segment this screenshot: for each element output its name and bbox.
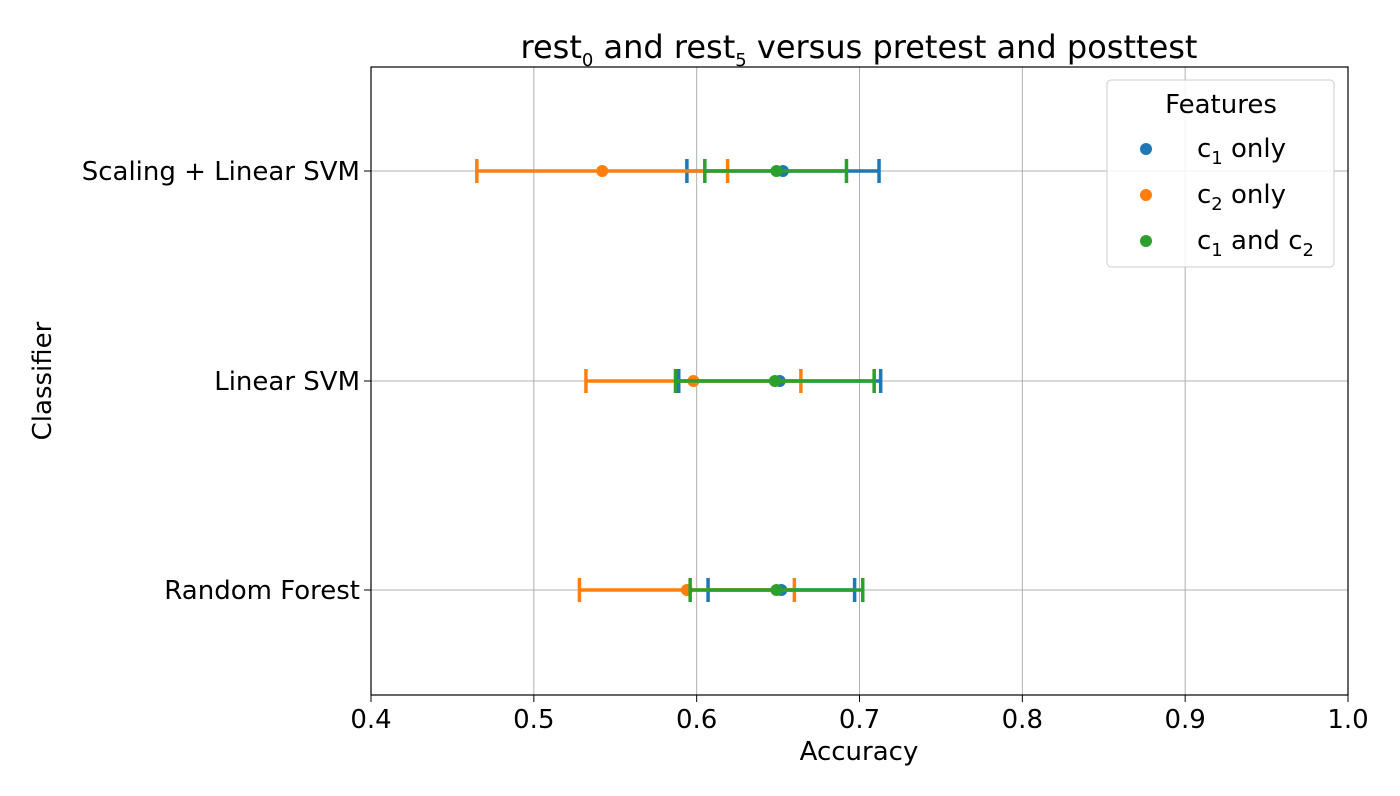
x-tick-label-5: 0.9 (1164, 705, 1205, 735)
legend-label-c2: c2 only (1197, 180, 1286, 215)
y-tick-label-0: Scaling + Linear SVM (82, 157, 360, 187)
legend-marker-c1c2 (1140, 235, 1152, 247)
x-tick-label-2: 0.6 (676, 705, 717, 735)
x-tick-label-0: 0.4 (350, 705, 391, 735)
point-c1c2-2 (770, 584, 783, 596)
x-tick-label-4: 0.8 (1002, 705, 1043, 735)
y-tick-label-2: Random Forest (164, 576, 360, 606)
x-tick-label-3: 0.7 (839, 705, 880, 735)
y-axis-ticks: Scaling + Linear SVM Linear SVM Random For… (82, 157, 371, 606)
legend-label-c1c2: c1 and c2 (1197, 226, 1314, 261)
y-axis-title: Classifier (28, 321, 58, 440)
legend-marker-c2 (1140, 189, 1152, 201)
legend-title: Features (1165, 90, 1277, 120)
legend: Features c1 only c2 only c1 and c2 (1106, 79, 1335, 268)
x-tick-label-1: 0.5 (513, 705, 554, 735)
x-axis-title: Accuracy (800, 737, 919, 767)
x-axis-ticks: 0.4 0.5 0.6 0.7 0.8 0.9 1.0 (350, 695, 1369, 735)
legend-box (1106, 79, 1335, 268)
series-marks (475, 159, 883, 602)
legend-label-c1: c1 only (1197, 134, 1286, 169)
point-c1c2-0 (770, 165, 783, 177)
x-tick-label-6: 1.0 (1327, 705, 1368, 735)
point-c2-0 (596, 165, 609, 177)
y-tick-label-1: Linear SVM (214, 367, 360, 397)
plot-frame (370, 66, 1349, 696)
legend-marker-c1 (1140, 143, 1152, 155)
chart-title: rest0 and rest5 versus pretest and postt… (521, 28, 1198, 71)
point-c1c2-1 (768, 375, 781, 387)
